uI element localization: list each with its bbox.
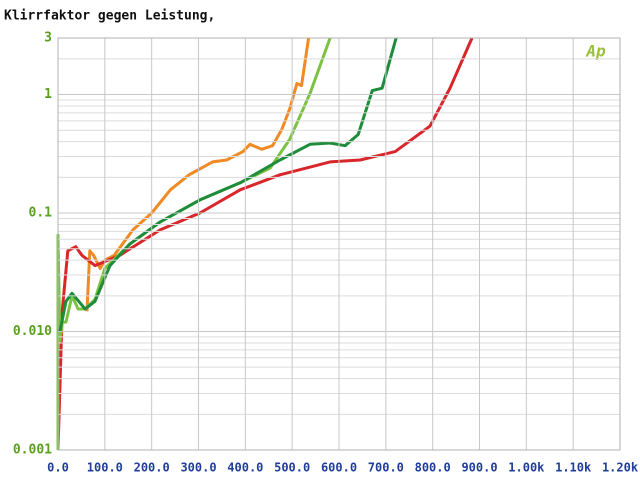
x-tick-label: 700.0 xyxy=(368,461,404,475)
x-tick-label: 300.0 xyxy=(180,461,216,475)
x-tick-label: 200.0 xyxy=(134,461,170,475)
x-tick-label: 800.0 xyxy=(415,461,451,475)
logo: Ap xyxy=(585,42,606,61)
y-tick-label: 3 xyxy=(44,31,52,46)
series-line xyxy=(58,37,398,332)
plot-frame xyxy=(57,37,621,451)
x-tick-label: 400.0 xyxy=(227,461,263,475)
x-tick-label: 500.0 xyxy=(274,461,310,475)
y-tick-label: 1 xyxy=(44,87,52,102)
x-tick-label: 0.0 xyxy=(47,461,69,475)
y-tick-label: 0.1 xyxy=(29,206,53,221)
x-tick-label: 1.10k xyxy=(555,461,592,475)
x-tick-label: 1.20k xyxy=(602,461,639,475)
chart-title: Klirrfaktor gegen Leistung, xyxy=(4,9,215,24)
y-tick-label: 0.010 xyxy=(13,324,52,339)
x-tick-label: 600.0 xyxy=(321,461,357,475)
series-line xyxy=(85,37,311,312)
x-tick-label: 1.00k xyxy=(508,461,545,475)
x-tick-label: 100.0 xyxy=(87,461,123,475)
y-tick-label: 0.001 xyxy=(13,443,52,458)
x-tick-label: 900.0 xyxy=(461,461,497,475)
